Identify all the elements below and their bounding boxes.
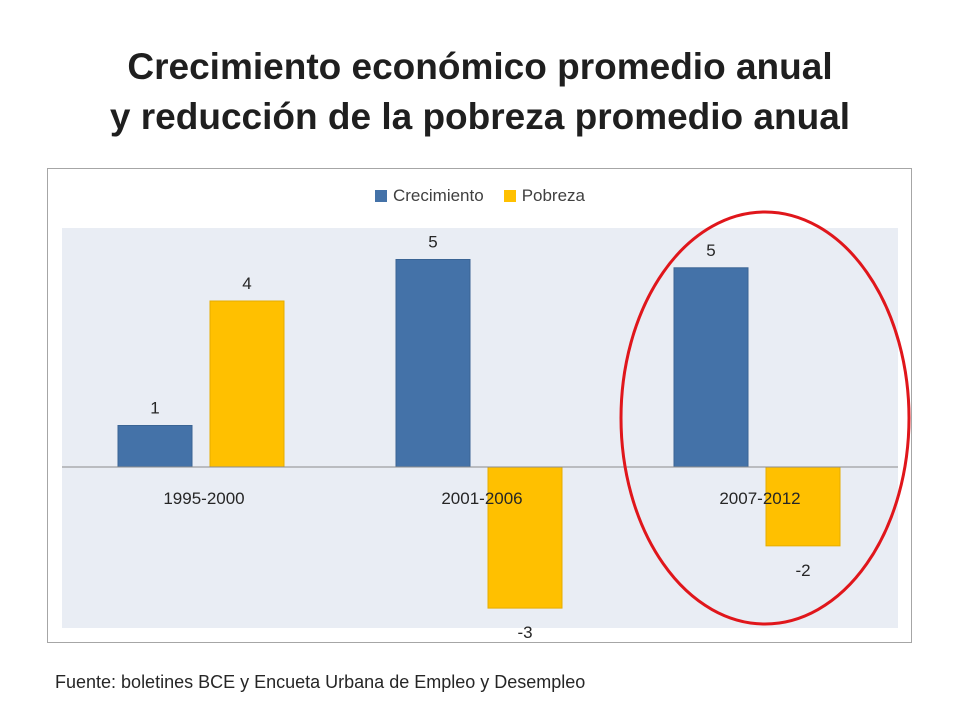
bar-pobreza-2007-2012 xyxy=(765,466,841,547)
data-label-crecimiento-1995-2000: 1 xyxy=(150,399,159,418)
bar-pobreza-2001-2006 xyxy=(487,466,563,609)
x-tick-label-1995-2000: 1995-2000 xyxy=(163,489,244,508)
legend-swatch-crecimiento xyxy=(374,190,387,202)
data-label-pobreza-2001-2006: -3 xyxy=(517,623,532,642)
data-label-pobreza-1995-2000: 4 xyxy=(242,274,251,293)
legend-item-pobreza: Pobreza xyxy=(503,186,586,206)
chart-title-line-1: Crecimiento económico promedio anual xyxy=(127,46,833,87)
chart-legend: Crecimiento Pobreza xyxy=(0,186,960,206)
bar-crecimiento-1995-2000 xyxy=(117,425,193,468)
bar-pobreza-1995-2000 xyxy=(209,300,285,468)
data-label-crecimiento-2001-2006: 5 xyxy=(428,233,437,252)
plot-area xyxy=(62,228,898,628)
legend-label-crecimiento: Crecimiento xyxy=(392,186,484,205)
chart-title: Crecimiento económico promedio anual y r… xyxy=(0,42,960,142)
x-tick-label-2007-2012: 2007-2012 xyxy=(719,489,800,508)
legend-label-pobreza: Pobreza xyxy=(521,186,586,205)
highlight-ellipse xyxy=(619,210,911,626)
legend-swatch-pobreza xyxy=(503,190,516,202)
source-note: Fuente: boletines BCE y Encueta Urbana d… xyxy=(55,672,586,692)
bar-crecimiento-2007-2012 xyxy=(673,267,749,468)
data-label-crecimiento-2007-2012: 5 xyxy=(706,241,715,260)
data-label-pobreza-2007-2012: -2 xyxy=(795,561,810,580)
chart-title-line-2: y reducción de la pobreza promedio anual xyxy=(109,96,851,137)
bar-crecimiento-2001-2006 xyxy=(395,259,471,468)
x-tick-label-2001-2006: 2001-2006 xyxy=(441,489,522,508)
legend-item-crecimiento: Crecimiento xyxy=(374,186,484,206)
